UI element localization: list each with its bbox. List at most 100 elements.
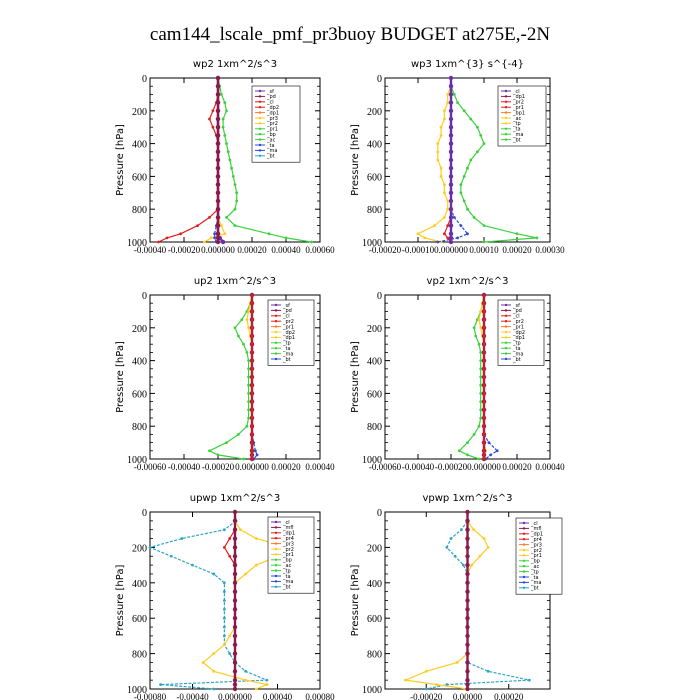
y-tick-label: 600 [132,614,147,625]
series-point [477,318,481,321]
series-point [446,199,450,203]
series-point [215,182,221,187]
series-point [482,453,486,457]
y-axis-label: Pressure [hPa] [350,565,361,637]
series-point [479,134,483,137]
legend-marker [504,89,508,93]
series-point [212,687,216,691]
legend-entry: _bp [530,559,540,565]
series-point [250,453,254,457]
legend-entry: _pr1 [512,105,524,111]
legend-entry: _pd [282,308,292,314]
series-point [222,625,226,629]
series-point [250,293,254,297]
legend-entry: _ta [512,346,521,352]
series-point [245,351,249,354]
legend-marker [274,347,278,350]
series-point [482,392,486,395]
legend-entry: _dp1 [512,94,525,100]
series-point [448,231,454,236]
series-point [179,232,183,236]
x-tick-label: 0.00060 [305,245,335,255]
series-point [211,109,215,113]
series-point [191,563,194,567]
legend-marker [258,100,262,104]
legend-entry: _pr1 [266,127,278,133]
series-point [230,166,234,170]
series-point [448,133,454,138]
y-axis-label: Pressure [hPa] [115,565,126,637]
legend-entry: _pr2 [282,547,294,553]
series-point [233,183,237,187]
panel-wp3: wp3 1xm^{3} s^{-4}02004006008001000-0.00… [350,59,565,255]
series-point [476,125,479,129]
legend-entry: _pr2 [530,548,542,554]
series-point [212,652,216,655]
series-point [215,141,221,146]
legend-marker [504,95,508,98]
legend-entry: _pd [266,94,276,100]
series-point [250,433,254,436]
series-point [247,392,251,395]
series-point [228,634,232,638]
series-point [448,198,454,204]
y-tick-label: 0 [377,74,382,85]
series-line [208,294,253,460]
y-tick-label: 200 [367,324,382,335]
legend-marker [258,154,262,157]
series-point [435,683,438,686]
x-tick-label: 0.00000 [453,692,483,700]
legend-entry: _tp [512,341,521,347]
y-tick-label: 800 [367,650,382,661]
series-point [445,683,449,686]
series-point [489,453,492,457]
series-point [404,678,408,682]
series-point [448,223,454,228]
series-point [215,166,221,171]
series-line [403,512,489,690]
legend-entry: _mfl [530,526,542,532]
y-tick-label: 600 [367,614,382,625]
legend-entry: _bt [530,586,539,592]
series-point [215,75,221,81]
legend-marker [274,352,278,355]
series-point [482,293,486,297]
legend-entry: _dp1 [266,110,279,116]
series-point [215,231,221,236]
series-point [169,554,173,558]
series-point [255,453,259,457]
series-point [453,554,457,558]
series-point [461,563,465,567]
x-tick-label: 0.00020 [502,245,532,255]
x-tick-label: -0.00020 [369,245,402,255]
legend-entry: _bp [282,558,292,564]
legend-marker [274,569,278,572]
series-point [157,240,160,244]
series-point [231,175,235,178]
series-point [247,375,251,379]
series-point [527,678,531,682]
series-point [465,589,470,594]
series-point [443,216,446,219]
legend-marker [522,554,526,557]
legend-marker [274,553,278,556]
series-point [482,240,486,244]
legend-marker [258,89,262,93]
series-point [254,537,258,540]
legend-entry: _ma [282,579,293,585]
series-point [482,537,486,540]
series-point [225,109,228,113]
legend-entry: _pr4 [530,537,542,543]
series-point [465,509,470,515]
series-point [465,580,470,585]
series-point [201,661,205,664]
series-point [232,616,238,621]
legend-entry: _cl [266,100,274,106]
series-point [423,236,426,240]
series-point [221,117,225,121]
legend-entry: _ac [512,116,522,122]
series-point [465,598,470,603]
series-point [479,326,483,330]
x-tick-label: 0.000000 [434,245,468,255]
